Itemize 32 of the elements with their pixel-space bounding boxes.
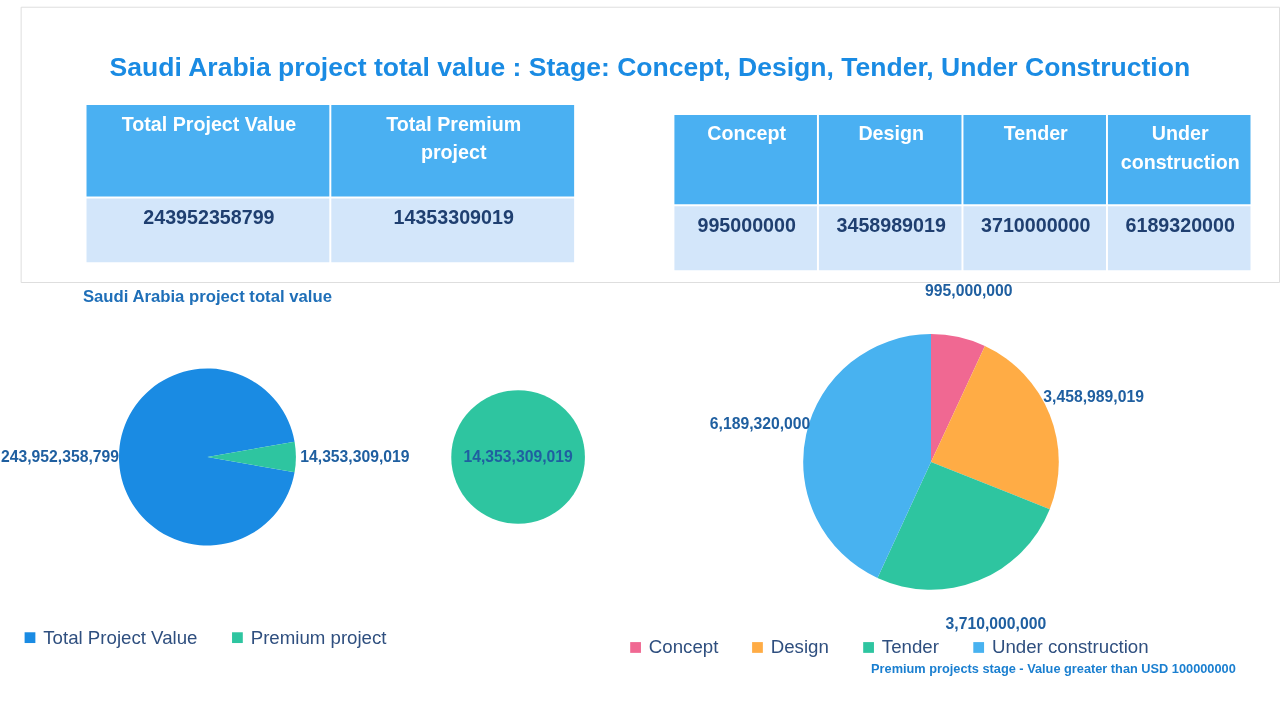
- text: 243952358799: [143, 206, 275, 229]
- text: Tender: [1003, 122, 1069, 145]
- legend-label: Design: [770, 636, 829, 658]
- text: 3710000000: [981, 213, 1091, 236]
- text: Concept: [707, 122, 787, 145]
- legend-label: Concept: [648, 636, 720, 658]
- data-label: 243,952,358,799: [0, 447, 120, 465]
- text: 14353309019: [393, 206, 514, 229]
- text: Total Project Value: [121, 112, 297, 135]
- text: Under construction: [1120, 122, 1240, 173]
- pie-slice: [877, 461, 1050, 590]
- data-label: 14,353,309,019: [463, 447, 573, 465]
- text: Saudi Arabia project total value : Stage: Concept, Design, Tender, Under Construction: [109, 51, 1191, 82]
- data-label: 3,458,989,019: [1043, 388, 1145, 406]
- legend-label: Tender: [881, 636, 939, 658]
- legend-label: Total Project Value: [43, 626, 198, 648]
- pie-slice: [118, 368, 295, 546]
- data-label: 995,000,000: [925, 281, 1013, 299]
- text: Design: [858, 122, 924, 145]
- text: 6189320000: [1125, 213, 1235, 236]
- text: Total Premium project: [386, 112, 522, 164]
- data-label: 6,189,320,000: [709, 415, 811, 433]
- text: 995000000: [697, 213, 796, 236]
- data-label: 3,710,000,000: [945, 615, 1047, 633]
- text: Premium projects stage - Value greater than USD 100000000: [871, 661, 1236, 677]
- data-label: 14,353,309,019: [300, 447, 410, 465]
- pie-slice: [207, 441, 296, 473]
- pie-slice: [931, 334, 985, 462]
- text: 3458989019: [836, 213, 946, 236]
- legend-label: Under construction: [991, 636, 1149, 658]
- legend-label: Premium project: [250, 626, 388, 648]
- chart-title: Saudi Arabia project total value: [82, 286, 332, 306]
